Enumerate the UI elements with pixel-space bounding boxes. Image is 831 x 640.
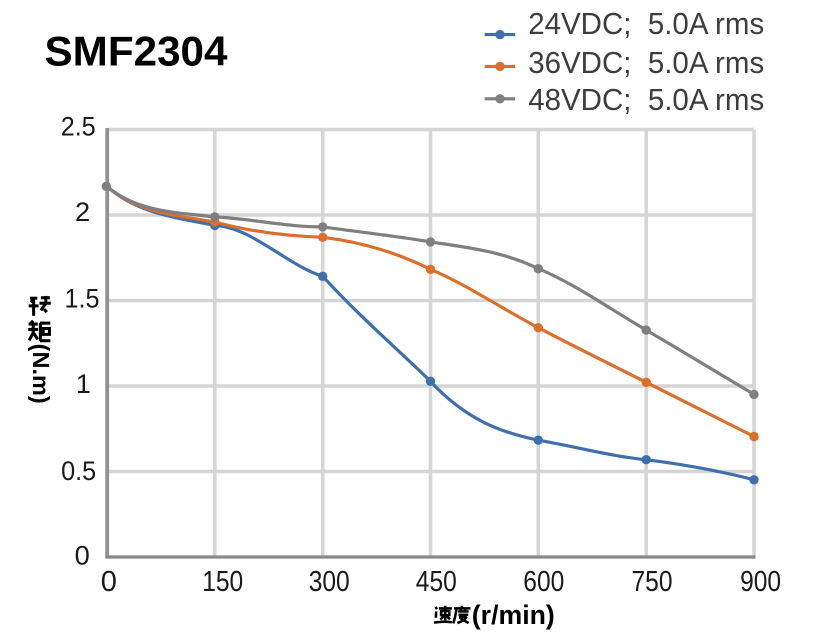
svg-text:1.5: 1.5	[65, 282, 100, 313]
svg-text:0.5: 0.5	[61, 455, 96, 486]
svg-text:0: 0	[75, 540, 90, 571]
svg-text:900: 900	[740, 566, 781, 598]
svg-text:450: 450	[416, 566, 457, 598]
svg-text:2: 2	[75, 196, 90, 227]
svg-text:36VDC; 5.0A rms: 36VDC; 5.0A rms	[528, 46, 764, 80]
svg-text:300: 300	[309, 566, 350, 598]
svg-text:0: 0	[101, 566, 117, 598]
svg-text:(r/min): (r/min)	[472, 600, 555, 630]
svg-text:2.5: 2.5	[61, 110, 96, 141]
svg-text:24VDC; 5.0A rms: 24VDC; 5.0A rms	[528, 7, 764, 41]
svg-text:48VDC; 5.0A rms: 48VDC; 5.0A rms	[528, 83, 764, 117]
svg-text:150: 150	[202, 566, 243, 598]
svg-text:SMF2304: SMF2304	[45, 27, 228, 74]
svg-text:1: 1	[76, 368, 91, 399]
svg-text:(N.m): (N.m)	[28, 344, 54, 404]
svg-text:750: 750	[632, 566, 673, 598]
svg-text:600: 600	[523, 566, 564, 598]
